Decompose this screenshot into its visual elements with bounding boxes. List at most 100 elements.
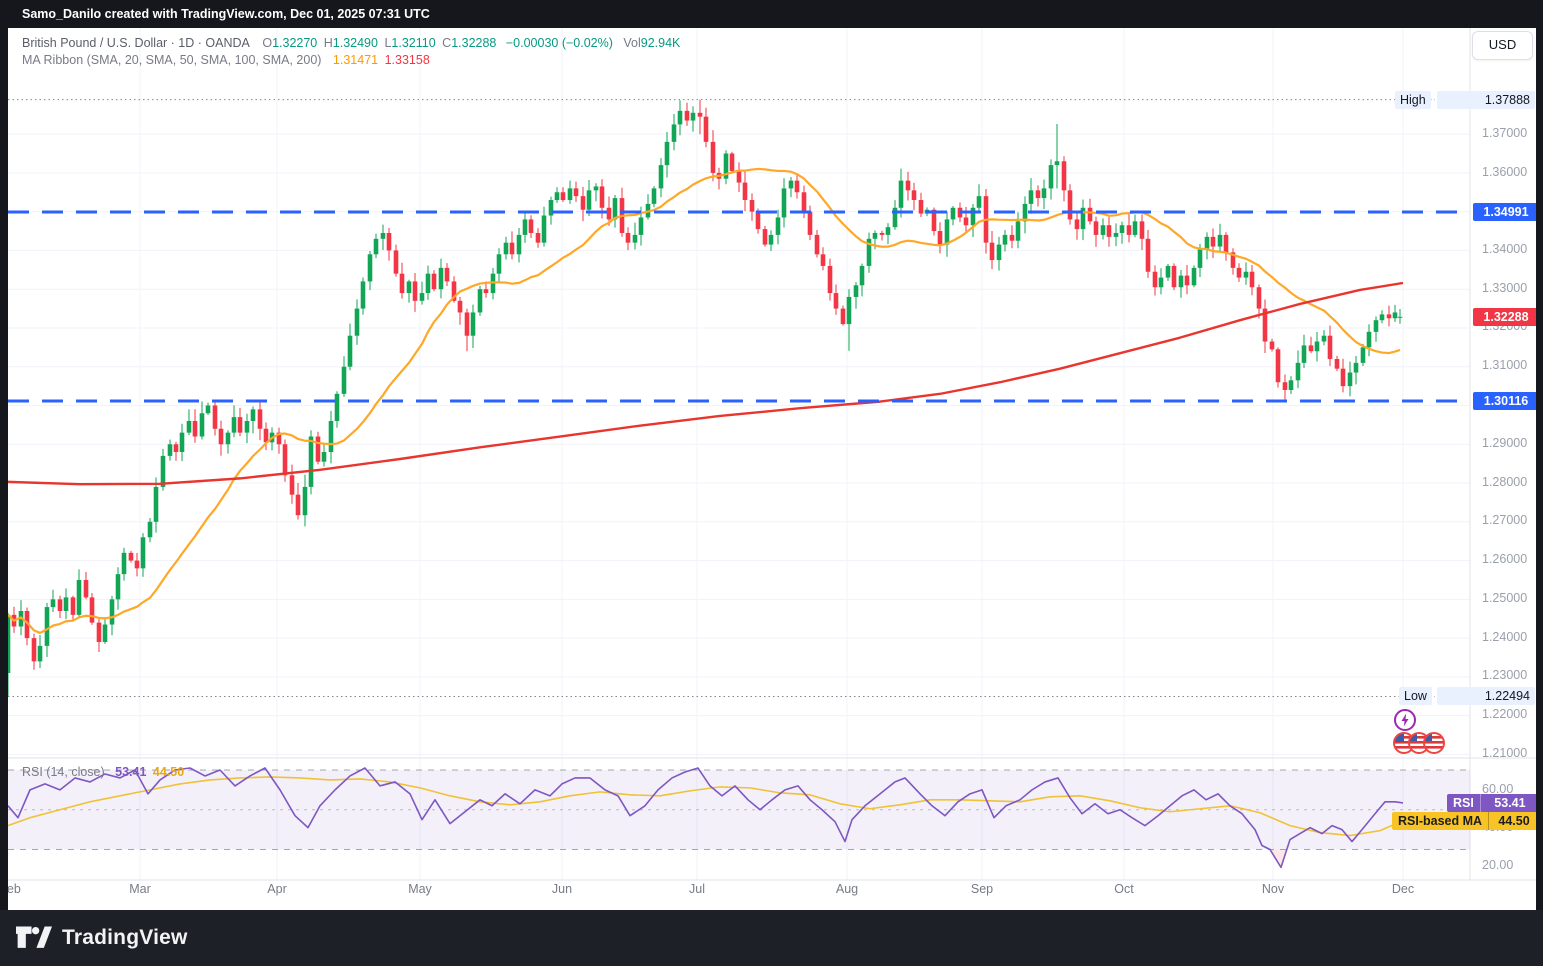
us-flag-events-icon[interactable]	[1392, 730, 1448, 756]
chart-canvas[interactable]: British Pound / U.S. Dollar · 1D · OANDA…	[8, 28, 1536, 910]
low-value: 1.32110	[391, 36, 436, 50]
candle	[794, 180, 800, 193]
price-axis-label: 1.34000	[1482, 242, 1528, 256]
candle	[723, 153, 729, 179]
high-label: H	[323, 36, 333, 50]
rsi-ma-value: 44.50	[152, 765, 185, 779]
candle	[788, 180, 794, 189]
candle	[931, 209, 937, 232]
candle	[386, 232, 392, 251]
candle	[1002, 234, 1008, 245]
candle	[1113, 232, 1119, 237]
candle	[1035, 190, 1041, 199]
candle	[212, 405, 218, 429]
candle	[63, 597, 69, 611]
candle	[192, 421, 198, 437]
time-axis-label: Nov	[1261, 882, 1285, 896]
candle	[347, 335, 353, 367]
candle	[444, 267, 450, 282]
low-marker-value: 1.22494	[1437, 687, 1535, 706]
candle	[989, 242, 995, 261]
candle	[1366, 331, 1372, 348]
candle	[859, 265, 865, 286]
close-label: C	[442, 36, 452, 50]
attribution-text: Samo_Danilo created with TradingView.com…	[22, 7, 430, 21]
candle	[1126, 225, 1132, 235]
attribution-bar: Samo_Danilo created with TradingView.com…	[0, 0, 1543, 28]
symbol-legend[interactable]: British Pound / U.S. Dollar · 1D · OANDA…	[22, 36, 683, 50]
candle	[231, 417, 237, 433]
candle	[308, 436, 314, 487]
candle	[425, 273, 431, 294]
candle	[24, 610, 30, 639]
candle	[1041, 188, 1047, 199]
rsi-band	[8, 770, 1470, 850]
candle	[807, 211, 813, 235]
rsi-ma-line	[8, 776, 1404, 837]
candle	[1087, 207, 1093, 222]
price-axis-label: 1.33000	[1482, 281, 1528, 295]
time-axis-label: May	[408, 882, 432, 896]
candle	[885, 227, 891, 235]
rsi-ma-badge-value: 44.50	[1498, 813, 1530, 828]
candle	[736, 170, 742, 183]
candle	[199, 413, 205, 437]
ma-ribbon-legend[interactable]: MA Ribbon (SMA, 20, SMA, 50, SMA, 100, S…	[22, 53, 433, 67]
volume-value: 92.94K	[640, 36, 681, 50]
candle	[186, 421, 192, 433]
tradingview-logo[interactable]: TradingView	[16, 924, 188, 952]
candle	[1067, 190, 1073, 220]
rsi-title: RSI (14, close)	[22, 765, 105, 779]
price-chart[interactable]	[8, 28, 1536, 910]
candle	[976, 196, 982, 208]
candle	[373, 238, 379, 255]
candle	[237, 417, 243, 433]
candle	[1340, 368, 1346, 387]
candle	[632, 234, 638, 243]
low-marker-label: Low	[1399, 687, 1432, 706]
sma20-line	[8, 167, 1401, 635]
candle	[703, 116, 709, 142]
candle	[599, 186, 605, 208]
candle	[1093, 221, 1099, 235]
candle	[37, 645, 43, 662]
candle	[295, 494, 301, 516]
currency-toggle-button[interactable]: USD	[1472, 31, 1533, 60]
candle	[205, 405, 211, 414]
candle	[496, 254, 502, 274]
price-axis-label: 1.37000	[1482, 126, 1528, 140]
candle	[697, 112, 703, 117]
candle	[380, 232, 386, 239]
candle	[147, 521, 153, 538]
candle	[282, 444, 288, 476]
candle	[742, 182, 748, 201]
candle	[1061, 161, 1067, 191]
candle	[1397, 316, 1403, 318]
candle	[1132, 221, 1138, 235]
candle	[302, 486, 308, 516]
candle	[1028, 190, 1034, 204]
candle	[677, 110, 683, 125]
candle	[1347, 372, 1353, 387]
candle	[768, 234, 774, 245]
candle	[1158, 277, 1164, 288]
close-value: 1.32288	[451, 36, 497, 50]
candle	[50, 599, 56, 608]
lightning-event-icon[interactable]	[1393, 708, 1417, 732]
candle	[109, 599, 115, 625]
candle	[801, 192, 807, 212]
candle	[996, 244, 1002, 261]
price-axis-label: 1.26000	[1482, 552, 1528, 566]
candle	[671, 124, 677, 142]
candle	[1243, 271, 1249, 278]
support-price-badge: 1.30116	[1473, 392, 1536, 410]
rsi-legend[interactable]: RSI (14, close) 53.41 44.50	[22, 765, 187, 779]
rsi-axis-label: 20.00	[1482, 858, 1514, 872]
candle	[167, 444, 173, 456]
candle	[341, 366, 347, 394]
time-axis-label: Jun	[551, 882, 573, 896]
time-axis-label: Dec	[1391, 882, 1415, 896]
high-value: 1.32490	[332, 36, 378, 50]
candle	[1191, 267, 1197, 286]
candle	[729, 153, 735, 171]
